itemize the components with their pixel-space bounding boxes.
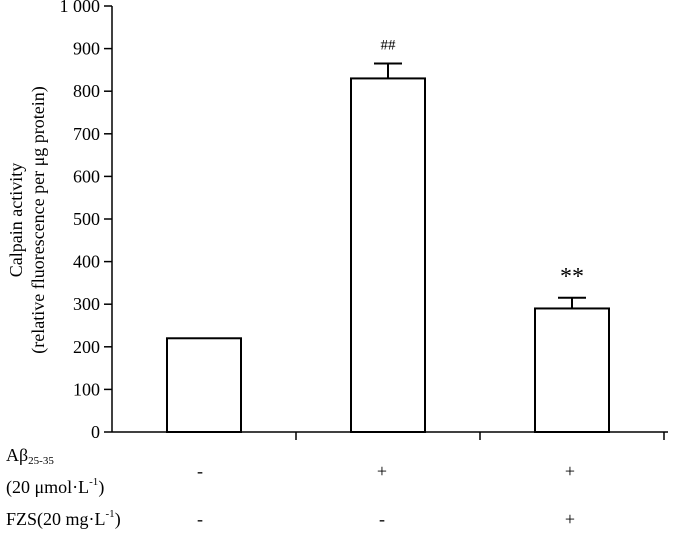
abeta-dose-pre: (20 μmol·L xyxy=(6,477,90,497)
abeta-label-sub: 25-35 xyxy=(28,455,54,467)
abeta-label-main: Aβ xyxy=(6,445,29,465)
bar xyxy=(166,337,242,433)
y-tick-label: 700 xyxy=(73,124,100,144)
condition-label-fzs: FZS(20 mg·L-1) xyxy=(6,508,121,529)
fzs-sign-control: - xyxy=(197,509,203,529)
y-tick-label: 500 xyxy=(73,209,100,229)
y-tick-label: 800 xyxy=(73,81,100,101)
y-tick-label: 200 xyxy=(73,337,100,357)
significance-annotation: ## xyxy=(381,38,397,54)
fzs-sign-abeta: - xyxy=(379,509,385,529)
fzs-label-post: ) xyxy=(114,509,121,529)
bar xyxy=(534,307,610,433)
abeta-dose-post: ) xyxy=(98,477,105,497)
abeta-dose-sup: -1 xyxy=(89,476,99,488)
abeta-sign-abeta: + xyxy=(376,461,388,481)
bars: ## ** xyxy=(166,38,610,433)
y-tick-label: 0 xyxy=(91,422,100,442)
axes xyxy=(111,6,668,440)
y-tick-label: 600 xyxy=(73,166,100,186)
fzs-label-sup: -1 xyxy=(105,508,115,520)
y-axis-title-line1: Calpain activity xyxy=(6,163,26,277)
abeta-sign-control: - xyxy=(197,461,203,481)
y-tick-label: 1 000 xyxy=(60,0,101,16)
condition-label-abeta-dose: (20 μmol·L-1) xyxy=(6,476,105,497)
significance-annotation: ** xyxy=(560,264,584,290)
y-axis-ticks: 0 100 200 300 400 500 600 700 800 900 1 000 xyxy=(60,0,112,442)
fzs-sign-fzs: + xyxy=(564,509,576,529)
y-tick-label: 300 xyxy=(73,294,100,314)
y-axis-title-line2: (relative fluorescence per μg protein) xyxy=(28,86,49,354)
abeta-sign-fzs: + xyxy=(564,461,576,481)
y-tick-label: 900 xyxy=(73,39,100,59)
bar xyxy=(350,77,426,433)
y-tick-label: 400 xyxy=(73,252,100,272)
condition-label-abeta: Aβ25-35 xyxy=(6,445,54,467)
y-tick-label: 100 xyxy=(73,379,100,399)
fzs-label-pre: FZS(20 mg·L xyxy=(6,509,106,529)
